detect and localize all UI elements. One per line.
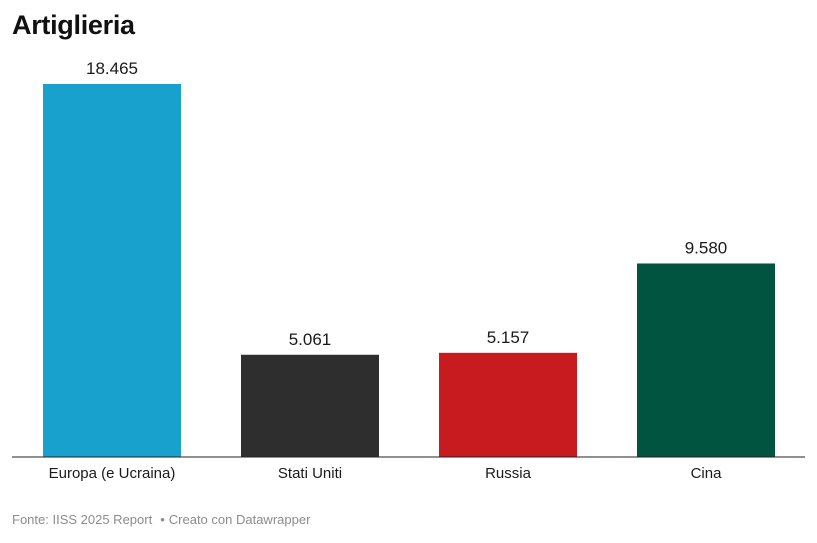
bar-2 (241, 354, 379, 457)
bar-3 (439, 352, 577, 457)
labels-layer: 18.465 Europa (e Ucraina) 5.061 Stati Uniti… (49, 59, 728, 482)
bar-4 (637, 263, 775, 457)
bar-value-label: 5.157 (487, 328, 530, 347)
chart-footer: Fonte: IISS 2025 Report • Creato con Dataw… (12, 512, 310, 527)
bar-chart: 18.465 Europa (e Ucraina) 5.061 Stati Uniti… (12, 59, 805, 482)
bar-value-label: 5.061 (289, 330, 332, 349)
chart-title: Artiglieria (12, 10, 135, 40)
bars-layer (43, 84, 775, 457)
bar-value-label: 9.580 (685, 238, 728, 257)
bar-1 (43, 84, 181, 457)
category-label: Russia (485, 465, 532, 482)
bar-value-label: 18.465 (86, 59, 138, 78)
category-label: Europa (e Ucraina) (49, 465, 176, 482)
category-label: Cina (691, 465, 723, 482)
source-note: Fonte: IISS 2025 Report (12, 512, 153, 527)
footer-separator: • (160, 512, 165, 527)
category-label: Stati Uniti (278, 465, 342, 482)
datawrapper-link[interactable]: Creato con Datawrapper (168, 512, 311, 527)
